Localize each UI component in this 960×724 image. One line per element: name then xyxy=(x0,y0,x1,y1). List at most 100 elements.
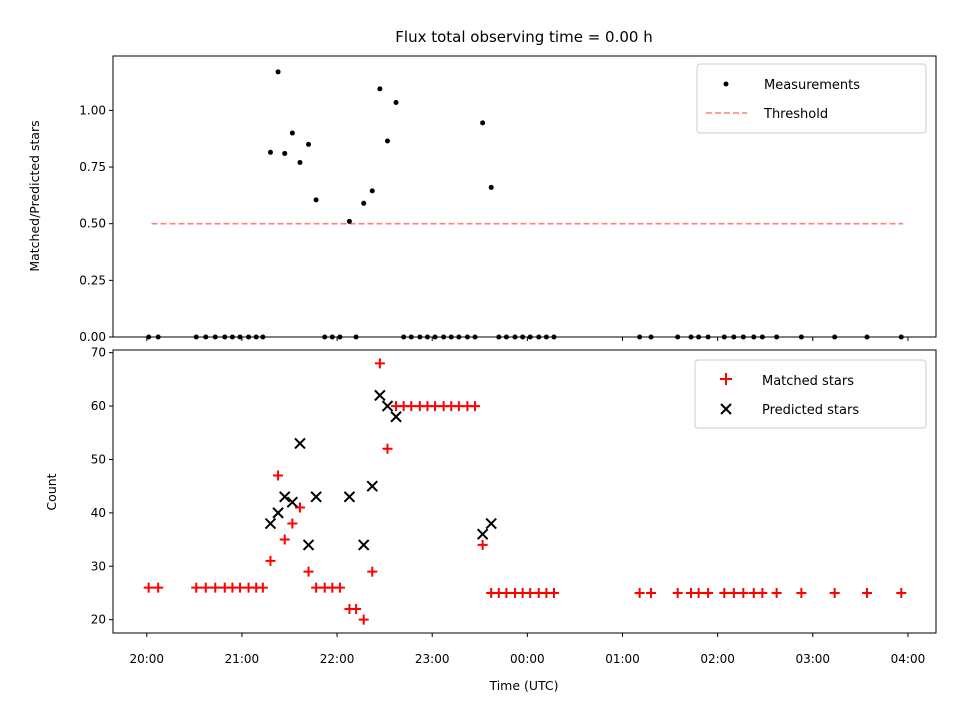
count-x-tick-label: 22:00 xyxy=(320,652,355,666)
matched-star-point xyxy=(896,587,907,598)
predicted-star-point xyxy=(343,491,356,503)
count-x-tick-label: 02:00 xyxy=(700,652,735,666)
measurement-point xyxy=(688,334,694,340)
measurement-point xyxy=(705,334,711,340)
measurement-point xyxy=(313,197,319,203)
ratio-y-tick-label: 1.00 xyxy=(79,103,106,117)
matched-star-point xyxy=(200,582,211,593)
count-y-ticks: 20 30 40 50 60 70 xyxy=(91,346,113,627)
matched-star-point xyxy=(153,582,164,593)
predicted-star-point xyxy=(272,507,284,519)
matched-star-point xyxy=(525,587,536,598)
count-legend-box xyxy=(694,359,927,429)
predicted-star-point xyxy=(279,491,291,503)
panel-ratio: 0.00 0.25 0.50 0.75 1.00 Matched/Predicted s… xyxy=(27,55,937,344)
predicted-star-point xyxy=(374,389,386,402)
predicted-star-point xyxy=(476,528,489,540)
matched-star-point xyxy=(257,582,268,593)
ratio-y-axis-label: Matched/Predicted stars xyxy=(27,120,42,271)
matched-star-point xyxy=(738,587,749,598)
predicted-star-point xyxy=(381,400,394,412)
ratio-y-tick-label: 0.75 xyxy=(79,160,106,174)
legend-measurements-marker xyxy=(723,81,729,87)
measurement-point xyxy=(329,334,335,340)
matched-star-point xyxy=(279,534,290,545)
measurement-point xyxy=(384,138,390,144)
count-y-tick-label: 20 xyxy=(91,613,106,627)
matched-star-point xyxy=(351,603,362,614)
matched-stars-points xyxy=(143,358,907,625)
measurement-point xyxy=(282,150,288,156)
measurement-point xyxy=(237,334,243,340)
predicted-star-point xyxy=(286,496,299,508)
measurement-point xyxy=(260,334,266,340)
ratio-x-ticks xyxy=(146,337,909,341)
measurement-point xyxy=(424,334,430,340)
ratio-y-tick-label: 0.00 xyxy=(79,330,106,344)
matched-star-point xyxy=(210,582,221,593)
matched-star-point xyxy=(406,401,417,412)
measurement-point xyxy=(759,334,765,340)
predicted-star-point xyxy=(357,539,370,551)
count-y-tick-label: 70 xyxy=(91,346,106,360)
measurement-point xyxy=(798,334,804,340)
measurement-point xyxy=(832,334,838,340)
matched-star-point xyxy=(719,587,730,598)
measurement-point xyxy=(155,334,161,340)
ratio-y-ticks: 0.00 0.25 0.50 0.75 1.00 xyxy=(79,103,113,344)
measurement-point xyxy=(751,334,757,340)
count-y-tick-label: 50 xyxy=(91,452,106,466)
legend-threshold-label: Threshold xyxy=(763,107,828,122)
matched-star-point xyxy=(703,587,714,598)
count-x-tick-label: 00:00 xyxy=(510,652,545,666)
measurement-point xyxy=(503,334,509,340)
matched-star-point xyxy=(374,358,385,369)
matched-star-point xyxy=(453,401,464,412)
measurement-point xyxy=(696,334,702,340)
measurement-point xyxy=(480,120,486,126)
measurement-point xyxy=(297,160,303,166)
matched-star-point xyxy=(367,566,378,577)
chart-title: Flux total observing time = 0.00 h xyxy=(395,28,652,46)
predicted-star-point xyxy=(366,480,378,492)
count-x-tick-label: 01:00 xyxy=(605,652,640,666)
matched-star-point xyxy=(728,587,739,598)
matched-star-point xyxy=(646,587,657,598)
measurement-point xyxy=(267,149,273,155)
measurement-point xyxy=(448,334,454,340)
measurement-point xyxy=(864,334,870,340)
count-y-tick-label: 30 xyxy=(91,559,106,573)
measurement-point xyxy=(393,99,399,105)
measurement-point xyxy=(401,334,407,340)
measurement-point xyxy=(353,334,359,340)
measurement-point xyxy=(361,200,367,206)
matched-star-point xyxy=(672,587,683,598)
measurement-point xyxy=(377,86,383,92)
measurement-point xyxy=(229,334,235,340)
count-x-tick-label: 04:00 xyxy=(891,652,926,666)
measurement-point xyxy=(369,188,375,194)
count-x-tick-label: 03:00 xyxy=(795,652,830,666)
matched-star-point xyxy=(382,443,393,454)
legend-matched-marker xyxy=(720,373,732,385)
matched-star-point xyxy=(634,587,645,598)
measurement-point xyxy=(721,334,727,340)
measurement-point xyxy=(774,334,780,340)
measurement-point xyxy=(527,334,533,340)
measurement-point xyxy=(536,334,542,340)
matched-star-point xyxy=(548,587,559,598)
ratio-legend-box xyxy=(696,63,927,134)
legend-measurements-label: Measurements xyxy=(764,78,860,93)
measurement-point xyxy=(289,130,295,136)
count-legend: Matched stars Predicted stars xyxy=(694,359,927,429)
measurement-point xyxy=(675,334,681,340)
measurement-point xyxy=(146,334,152,340)
count-x-ticks: 20:00 21:00 22:00 23:00 00:00 01:00 02:00 03:00… xyxy=(129,633,925,666)
measurement-point xyxy=(496,334,502,340)
matched-star-point xyxy=(771,587,782,598)
predicted-star-point xyxy=(294,437,306,450)
measurement-point xyxy=(337,334,343,340)
measurement-point xyxy=(441,334,447,340)
predicted-star-point xyxy=(390,411,402,423)
